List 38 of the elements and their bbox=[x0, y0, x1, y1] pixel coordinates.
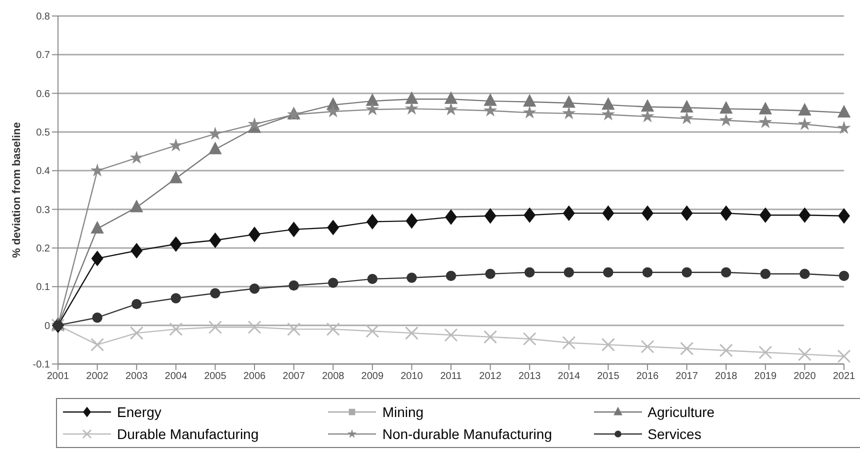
y-tick-label: 0.3 bbox=[36, 204, 50, 216]
x-tick-label: 2003 bbox=[125, 371, 148, 382]
y-axis-title: % deviation from baseline bbox=[10, 122, 23, 258]
x-tick-label: 2018 bbox=[714, 371, 738, 382]
y-tick-label: 0.4 bbox=[36, 166, 50, 178]
y-tick-label: -0.1 bbox=[32, 360, 50, 371]
x-tick-label: 2007 bbox=[282, 371, 306, 382]
x-tick-label: 2002 bbox=[86, 371, 109, 382]
legend-label: Energy bbox=[117, 404, 162, 420]
x-tick-label: 2021 bbox=[832, 371, 856, 382]
y-tick-label: 0.5 bbox=[36, 128, 50, 139]
legend-label: Non-durable Manufacturing bbox=[382, 426, 552, 442]
y-tick-label: 0.7 bbox=[36, 50, 50, 62]
x-tick-label: 2006 bbox=[243, 371, 266, 382]
x-tick-label: 2019 bbox=[754, 371, 777, 382]
x-tick-label: 2004 bbox=[164, 371, 188, 382]
x-tick-label: 2017 bbox=[676, 371, 698, 382]
y-tick-label: 0.6 bbox=[36, 88, 50, 100]
legend-label: Services bbox=[648, 426, 702, 442]
x-tick-label: 2001 bbox=[46, 371, 70, 382]
x-tick-label: 2015 bbox=[597, 371, 620, 382]
y-tick-label: 0.2 bbox=[36, 244, 50, 255]
legend-label: Agriculture bbox=[648, 404, 715, 420]
y-tick-label: 0 bbox=[44, 320, 50, 332]
x-tick-label: 2013 bbox=[518, 371, 542, 382]
x-tick-label: 2012 bbox=[479, 371, 502, 382]
x-tick-label: 2016 bbox=[636, 371, 660, 382]
x-tick-label: 2014 bbox=[558, 371, 580, 382]
x-tick-label: 2010 bbox=[400, 371, 424, 382]
x-tick-label: 2011 bbox=[440, 371, 462, 382]
x-tick-label: 2020 bbox=[794, 371, 816, 382]
legend-label: Durable Manufacturing bbox=[117, 426, 259, 442]
x-tick-label: 2008 bbox=[322, 371, 345, 382]
y-tick-label: 0.1 bbox=[36, 282, 50, 294]
y-tick-label: 0.8 bbox=[36, 12, 50, 23]
legend-label: Mining bbox=[382, 404, 424, 420]
x-tick-label: 2005 bbox=[204, 371, 227, 382]
x-tick-label: 2009 bbox=[361, 371, 384, 382]
